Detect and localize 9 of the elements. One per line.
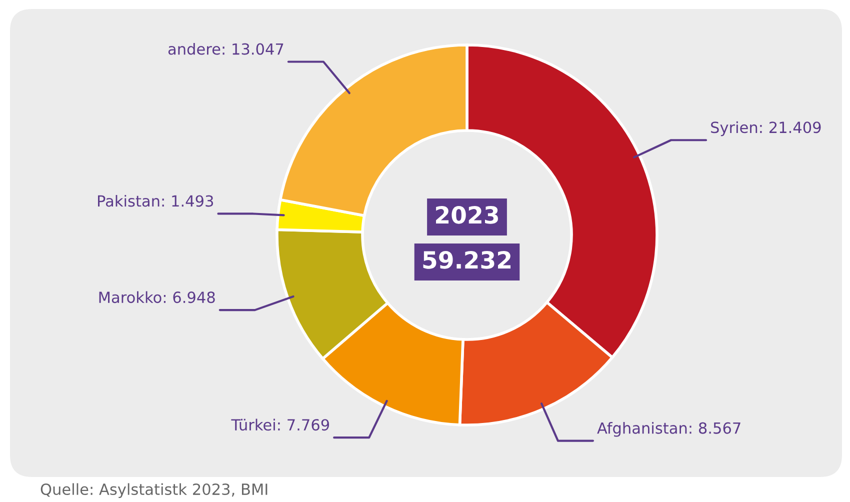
text: 2023: [436, 206, 498, 224]
slice-label: Marokko: 6.948: [99, 291, 215, 304]
slice-label: Pakistan: 1.493: [98, 194, 214, 207]
text: 59.232: [423, 250, 511, 269]
slice-label: Afghanistan: 8.567: [597, 422, 740, 437]
slice-label: Syrien: 21.409: [711, 121, 821, 136]
source-note: Quelle: Asylstatistk 2023, BMI: [40, 483, 268, 498]
slice-label: andere: 13.047: [168, 42, 284, 55]
slice-label: Türkei: 7.769: [231, 418, 330, 431]
